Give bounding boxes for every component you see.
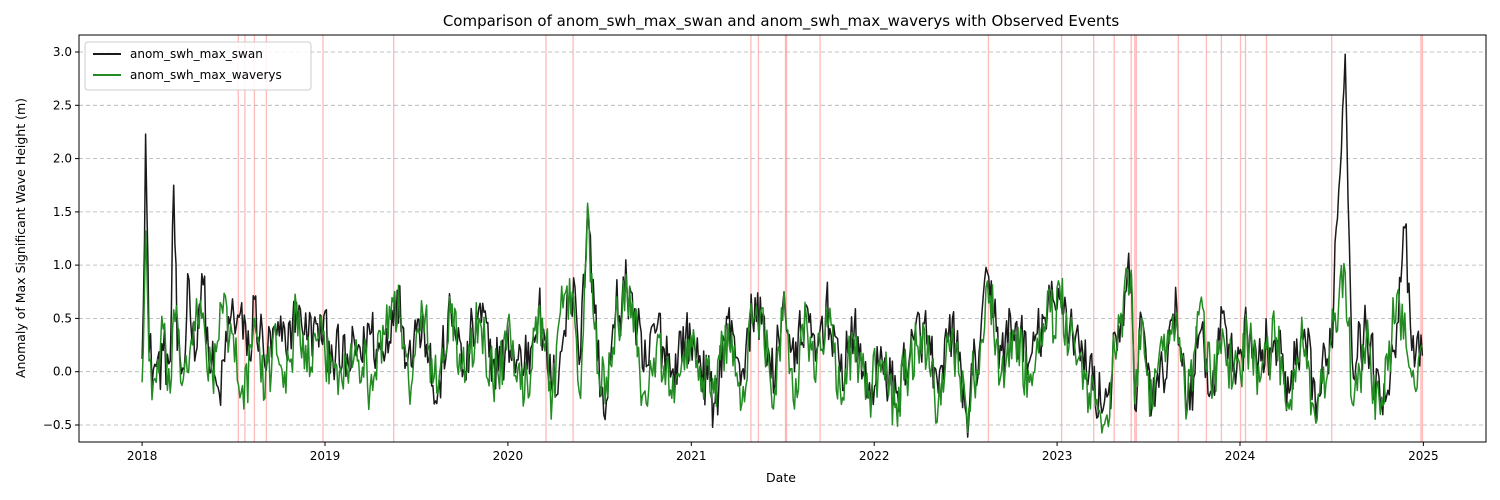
legend-box — [84, 41, 312, 91]
y-axis-ticks: −0.5 0.0 0.5 1.0 1.5 2.0 2.5 3.0 — [43, 45, 79, 432]
legend: anom_swh_max_swan anom_swh_max_waverys — [84, 41, 312, 91]
x-tick-label: 2018 — [127, 449, 158, 463]
x-tick-label: 2021 — [676, 449, 707, 463]
x-tick-label: 2020 — [493, 449, 524, 463]
y-axis-label: Anomaly of Max Significant Wave Height (… — [13, 98, 28, 378]
y-tick-label: 0.0 — [53, 365, 72, 379]
legend-label-waverys: anom_swh_max_waverys — [130, 68, 282, 82]
x-tick-label: 2024 — [1225, 449, 1256, 463]
x-tick-label: 2019 — [310, 449, 341, 463]
y-tick-label: 2.0 — [53, 152, 72, 166]
y-tick-label: 0.5 — [53, 311, 72, 325]
x-axis-label: Date — [766, 470, 796, 485]
grid — [79, 51, 1486, 426]
y-tick-label: 2.5 — [53, 98, 72, 112]
series-line-waverys — [141, 202, 1423, 434]
x-tick-label: 2022 — [859, 449, 890, 463]
plot-frame — [78, 34, 1487, 443]
x-tick-label: 2023 — [1042, 449, 1073, 463]
y-tick-label: 1.5 — [53, 205, 72, 219]
y-tick-label: 3.0 — [53, 45, 72, 59]
y-tick-label: 1.0 — [53, 258, 72, 272]
chart-title: Comparison of anom_swh_max_swan and anom… — [443, 12, 1120, 31]
x-axis-ticks: 2018 2019 2020 2021 2022 2023 2024 2025 — [127, 442, 1439, 463]
series-lines — [141, 53, 1424, 438]
legend-label-swan: anom_swh_max_swan — [130, 47, 263, 61]
y-tick-label: −0.5 — [43, 418, 72, 432]
x-tick-label: 2025 — [1408, 449, 1439, 463]
